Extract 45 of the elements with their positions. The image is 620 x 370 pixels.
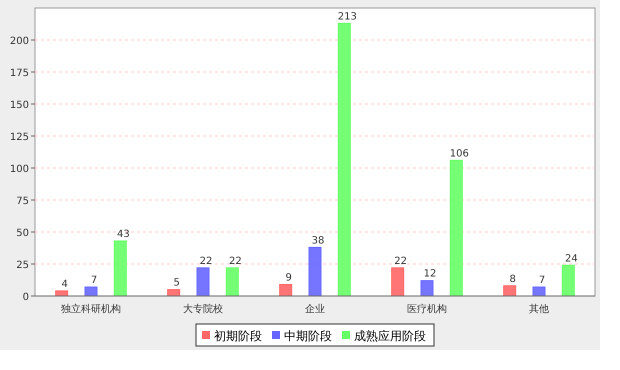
y-tick-label: 50 [16,228,29,239]
bar [450,160,463,296]
bar [114,240,127,296]
bar [562,264,575,296]
bar [391,267,404,296]
data-label: 22 [394,256,408,267]
x-tick-label: 企业 [305,303,325,315]
data-label: 7 [538,275,546,286]
data-label: 12 [424,268,436,280]
bar [532,286,546,296]
x-tick-label: 大专院校 [183,303,223,315]
y-tick-label: 100 [10,164,29,175]
y-tick-label: 0 [22,292,29,303]
y-tick-label: 150 [10,100,29,111]
bar [279,284,292,296]
data-label: 9 [285,272,292,284]
data-label: 7 [90,275,98,286]
bar [420,280,434,296]
x-tick-label: 医疗机构 [407,303,447,315]
bar [503,285,516,296]
x-tick-label: 其他 [529,303,549,315]
bar [226,267,239,296]
data-label: 5 [173,278,180,289]
y-tick-label: 175 [10,68,29,79]
data-label: 43 [116,228,130,240]
data-label: 213 [338,11,357,22]
data-label: 106 [450,148,469,160]
y-tick-label: 200 [10,36,29,47]
legend-label: 初期阶段 [214,329,262,343]
y-tick-label: 125 [10,132,29,143]
bar [196,267,210,296]
bar [84,286,98,296]
y-tick-label: 75 [16,196,29,207]
bar [338,22,351,296]
legend-label: 中期阶段 [284,329,332,343]
data-label: 24 [564,253,578,264]
legend-label: 成熟应用阶段 [354,329,426,343]
data-label: 4 [61,278,68,290]
data-label: 22 [200,256,212,267]
bar [308,246,322,296]
y-tick-label: 25 [16,260,29,271]
x-tick-label: 独立科研机构 [61,303,121,315]
data-label: 22 [228,256,242,267]
data-label: 38 [312,235,324,246]
data-label: 8 [509,274,516,285]
